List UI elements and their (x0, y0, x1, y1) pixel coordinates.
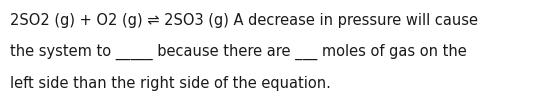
Text: 2SO2 (g) + O2 (g) ⇌ 2SO3 (g) A decrease in pressure will cause: 2SO2 (g) + O2 (g) ⇌ 2SO3 (g) A decrease … (10, 13, 478, 28)
Text: left side than the right side of the equation.: left side than the right side of the equ… (10, 76, 331, 91)
Text: the system to _____ because there are ___ moles of gas on the: the system to _____ because there are __… (10, 44, 467, 60)
